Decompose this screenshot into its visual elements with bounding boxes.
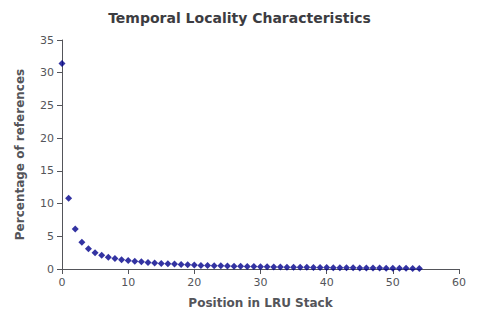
- svg-text:15: 15: [40, 164, 54, 177]
- svg-text:10: 10: [40, 197, 54, 210]
- svg-text:30: 30: [254, 276, 268, 289]
- svg-text:5: 5: [47, 230, 54, 243]
- svg-text:Position in LRU Stack: Position in LRU Stack: [188, 296, 333, 310]
- svg-text:25: 25: [40, 99, 54, 112]
- svg-text:60: 60: [452, 276, 466, 289]
- svg-text:0: 0: [59, 276, 66, 289]
- svg-text:20: 20: [40, 132, 54, 145]
- svg-text:20: 20: [187, 276, 201, 289]
- svg-text:40: 40: [320, 276, 334, 289]
- svg-text:Temporal Locality Characterist: Temporal Locality Characteristics: [108, 10, 371, 26]
- svg-text:Percentage of references: Percentage of references: [13, 69, 27, 240]
- svg-text:10: 10: [121, 276, 135, 289]
- svg-text:30: 30: [40, 66, 54, 79]
- svg-text:0: 0: [47, 263, 54, 276]
- svg-text:35: 35: [40, 34, 54, 47]
- svg-text:50: 50: [386, 276, 400, 289]
